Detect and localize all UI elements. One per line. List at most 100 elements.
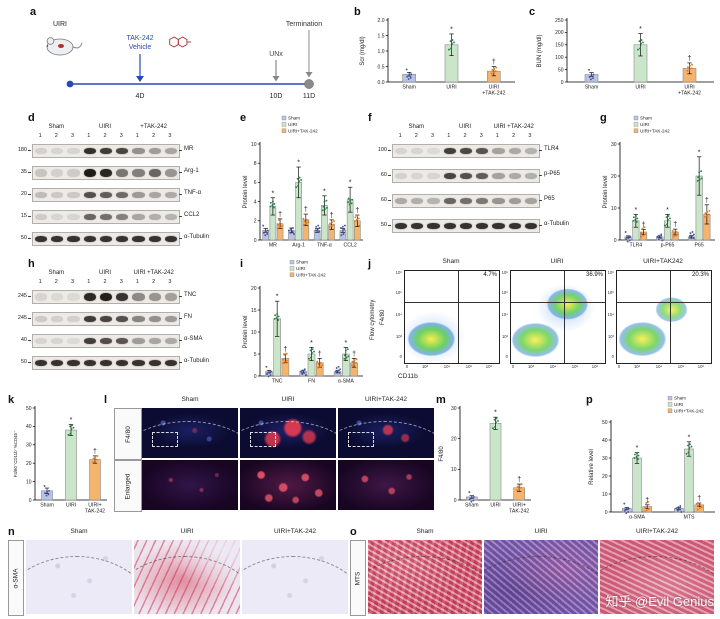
blot-band (51, 236, 64, 242)
blot-strip-α-Tubulin (392, 219, 540, 233)
data-dot (335, 367, 338, 369)
data-dot (304, 374, 307, 377)
protein-label: FN (184, 314, 192, 320)
significance-marker: * (636, 445, 639, 452)
data-dot (673, 232, 676, 235)
protein-tick (179, 150, 182, 151)
data-dot (342, 233, 345, 235)
column-header-uiri-tak: UIRI+TAK-242 (636, 528, 678, 535)
data-dot (687, 451, 690, 454)
data-dot (627, 237, 630, 239)
data-dot (634, 215, 637, 217)
chart-g-mount: 0 10 20 30 Protein level * † TLR4 * † p-P65 * † P65 Sh… (600, 114, 718, 259)
blot-band (164, 316, 178, 322)
data-dot (45, 494, 48, 497)
lane-number: 3 (431, 133, 435, 139)
data-dot (688, 446, 691, 449)
data-dot (325, 206, 328, 209)
blot-band (67, 360, 80, 366)
row-label-box-f480: F4/80 (114, 408, 142, 460)
data-dot (590, 78, 592, 81)
blot-band (148, 293, 161, 301)
data-dot (309, 349, 312, 352)
image-f480-uiri (240, 408, 336, 458)
data-dot (680, 511, 683, 513)
blot-band (132, 192, 145, 198)
blot-strip-α-Tubulin (32, 356, 180, 370)
data-dot (348, 203, 351, 206)
mw-label: 35 (20, 168, 27, 175)
x-category-label: p-P65 (661, 243, 675, 249)
blot-strip-Arg-1 (32, 166, 180, 180)
protein-label: P65 (544, 196, 555, 202)
blot-band (83, 169, 96, 177)
image-mts-uiri-tak (600, 540, 714, 614)
data-dot (325, 199, 328, 202)
data-dot (698, 171, 701, 174)
data-dot (353, 359, 356, 362)
gate-vertical-line (457, 271, 459, 363)
data-dot (277, 315, 280, 318)
y-tick-label: 0 (29, 498, 32, 504)
data-dot (266, 229, 269, 232)
chart-m-mount: 0 10 20 30 F4/80 Sham * UIRI † UIRI+ TAK-242 (436, 396, 534, 531)
blot-band (67, 236, 80, 242)
y-axis-title: Protein level (603, 175, 609, 208)
kidney-outline (368, 556, 482, 614)
legend-label: UIRI+TAK-242 (674, 408, 704, 413)
blot-band (51, 316, 64, 322)
image-mts-uiri (484, 540, 598, 614)
blot-band (508, 173, 521, 179)
blot-band (459, 198, 473, 204)
significance-marker: † (318, 351, 322, 358)
bar-uiri (489, 423, 502, 501)
blot-band (132, 316, 145, 322)
data-dot (409, 76, 412, 79)
blot-band (34, 338, 48, 344)
lane-number: 1 (495, 133, 499, 139)
data-dot (451, 42, 453, 45)
panel-label-p: p (586, 394, 593, 406)
mw-tick (388, 225, 391, 226)
data-dot (697, 176, 700, 179)
image-f480-uiri-tak (338, 408, 434, 458)
data-dot (287, 229, 290, 232)
data-dot (303, 371, 306, 374)
blot-group-label: UIRI (99, 270, 111, 276)
x-category-label: P65 (695, 243, 704, 249)
blot-band (83, 148, 96, 154)
data-dot (679, 505, 682, 507)
data-dot (700, 170, 703, 173)
data-dot (667, 215, 670, 217)
data-dot (704, 212, 707, 215)
chart-i-mount: 0 5 10 15 20 Protein level * † TNC * † FN * † α-SMA Sha… (240, 260, 366, 395)
x-category-label: Sham (402, 85, 416, 91)
y-tick-label: 250 (555, 18, 564, 24)
x-category-label: UIRI (490, 503, 500, 509)
data-dot (285, 352, 288, 355)
mw-label: 60 (380, 171, 387, 178)
row-label-asma: α-SMA (12, 567, 20, 589)
data-dot (493, 67, 496, 70)
y-tick-label: 50 (602, 420, 608, 426)
significance-marker: * (272, 190, 275, 197)
mouse-tail (72, 42, 83, 49)
mw-label: 100 (377, 146, 387, 153)
data-dot (341, 225, 344, 228)
blot-band (508, 148, 521, 154)
significance-marker: * (70, 417, 73, 424)
data-dot (291, 230, 294, 233)
data-dot (493, 418, 496, 421)
flow-x-tick: 10⁵ (571, 364, 579, 369)
significance-marker: † (673, 222, 677, 229)
data-dot (278, 226, 281, 229)
data-dot (623, 502, 626, 505)
protein-tick (539, 175, 542, 176)
data-dot (470, 500, 473, 503)
significance-marker: † (304, 207, 308, 214)
data-dot (347, 201, 350, 204)
data-dot (448, 48, 450, 51)
flow-x-tick: 10³ (421, 364, 429, 369)
flow-x-tick: 10⁴ (443, 364, 451, 369)
